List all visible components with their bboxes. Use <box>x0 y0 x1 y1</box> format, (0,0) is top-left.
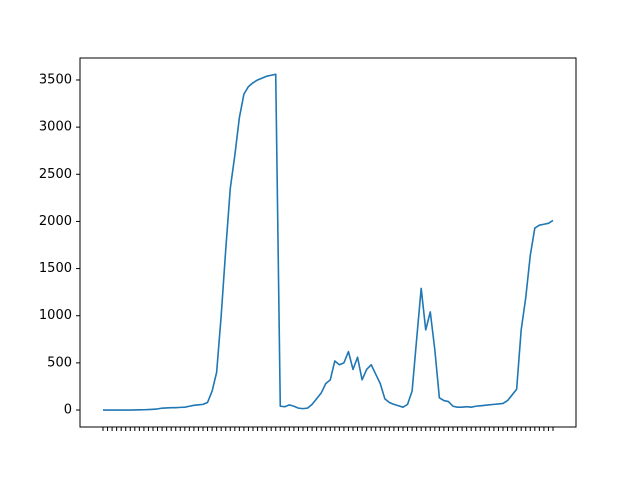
y-tick-label: 1500 <box>39 261 72 276</box>
data-line <box>103 73 554 411</box>
y-tick-label: 0 <box>64 403 72 418</box>
plot-frame <box>79 57 577 428</box>
y-tick-label: 2500 <box>39 167 72 182</box>
y-tick-label: 500 <box>47 355 72 370</box>
y-tick-label: 3500 <box>39 72 72 87</box>
y-tick-label: 1000 <box>39 308 72 323</box>
y-tick-label: 2000 <box>39 214 72 229</box>
y-tick-label: 3000 <box>39 120 72 135</box>
